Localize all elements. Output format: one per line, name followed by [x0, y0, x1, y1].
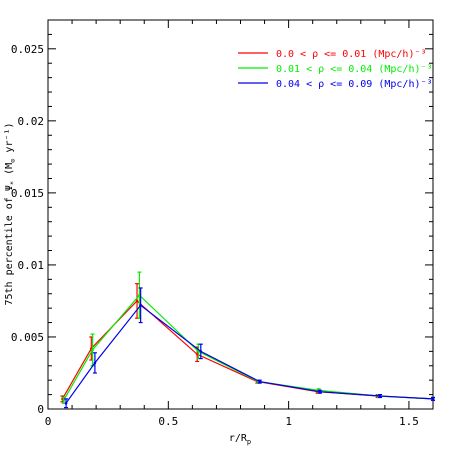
series-2	[61, 271, 435, 404]
legend-label: 0.01 < ρ <= 0.04 (Mpc/h)⁻³	[276, 64, 433, 75]
data-point	[93, 361, 97, 365]
x-tick-label: 1	[285, 415, 292, 428]
data-point	[139, 303, 142, 307]
legend: 0.0 < ρ <= 0.01 (Mpc/h)⁻³ 0.01 < ρ <= 0.0…	[238, 49, 433, 90]
data-point	[62, 399, 65, 402]
axis-ticks: 0 0.5 1 1.5 0 0.005 0.01 0.015 0.02 0.025	[11, 19, 434, 428]
data-point	[64, 401, 68, 405]
data-point	[135, 299, 139, 303]
y-tick-label: 0.015	[11, 187, 44, 200]
y-tick-label: 0	[37, 403, 44, 416]
series-layer	[60, 271, 435, 409]
data-point	[258, 380, 262, 383]
series-line	[61, 300, 434, 400]
x-tick-label: 1.5	[399, 415, 419, 428]
legend-label: 0.0 < ρ <= 0.01 (Mpc/h)⁻³	[276, 49, 427, 60]
x-tick-label: 0	[45, 415, 52, 428]
series-1	[60, 283, 435, 403]
series-line	[63, 294, 434, 401]
data-point	[378, 394, 382, 398]
x-tick-label: 0.5	[158, 415, 178, 428]
y-tick-label: 0.005	[11, 331, 44, 344]
y-tick-label: 0.02	[18, 115, 45, 128]
data-point	[318, 390, 322, 394]
legend-label: 0.04 < ρ <= 0.09 (Mpc/h)⁻³	[276, 79, 433, 90]
y-axis-title: 75th percentile of Ψ* (M⊙ yr⁻¹)	[4, 122, 17, 305]
data-point	[91, 348, 94, 352]
x-axis-title: r/Rp	[229, 433, 251, 446]
series-line	[65, 304, 434, 404]
data-point	[431, 397, 435, 401]
y-tick-label: 0.01	[18, 259, 45, 272]
series-3	[64, 287, 435, 409]
data-point	[199, 350, 203, 353]
y-tick-label: 0.025	[11, 43, 44, 56]
